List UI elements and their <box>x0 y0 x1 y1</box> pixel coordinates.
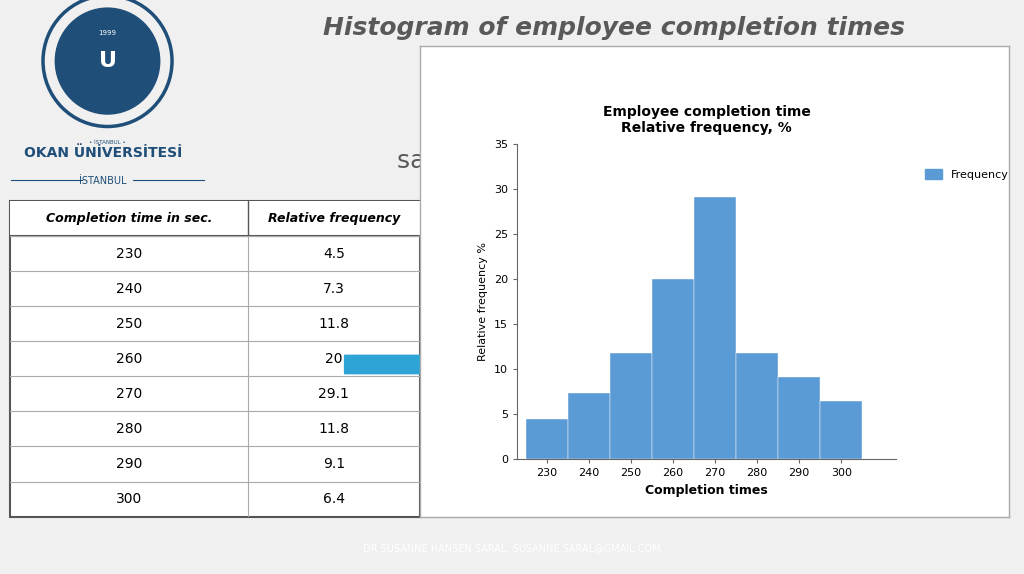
FancyArrow shape <box>344 348 451 381</box>
Legend: Frequency: Frequency <box>921 165 1013 184</box>
Bar <box>525 418 567 459</box>
Text: 1999: 1999 <box>98 30 117 36</box>
Text: DR SUSANNE HANSEN SARAL, SUSANNE.SARAL@GMAIL.COM: DR SUSANNE HANSEN SARAL, SUSANNE.SARAL@G… <box>364 543 660 553</box>
Bar <box>778 377 820 459</box>
Text: Relative frequency: Relative frequency <box>267 212 400 225</box>
Text: OKAN ÜNİVERSİTESİ: OKAN ÜNİVERSİTESİ <box>25 146 182 160</box>
Text: • İSTANBUL •: • İSTANBUL • <box>89 139 126 145</box>
Text: 29.1: 29.1 <box>318 387 349 401</box>
Bar <box>609 353 652 459</box>
Text: U: U <box>98 51 117 71</box>
Text: 300: 300 <box>116 492 142 506</box>
Bar <box>820 401 862 459</box>
Title: Employee completion time
Relative frequency, %: Employee completion time Relative freque… <box>602 105 811 135</box>
Text: 290: 290 <box>116 457 142 471</box>
Text: 280: 280 <box>116 422 142 436</box>
Text: Completion time in sec.: Completion time in sec. <box>46 212 212 225</box>
Text: 240: 240 <box>116 282 142 296</box>
Circle shape <box>54 7 161 115</box>
Text: 250: 250 <box>116 317 142 331</box>
Bar <box>567 393 609 459</box>
Text: Relative frequency: Relative frequency <box>482 80 746 104</box>
Bar <box>694 197 736 459</box>
Text: 260: 260 <box>116 352 142 366</box>
Text: 270: 270 <box>116 387 142 401</box>
Text: 20: 20 <box>325 352 343 366</box>
Text: 9.1: 9.1 <box>323 457 345 471</box>
Text: İSTANBUL: İSTANBUL <box>80 176 127 186</box>
Bar <box>10 201 420 236</box>
Text: 4.5: 4.5 <box>323 246 345 261</box>
Y-axis label: Relative frequency %: Relative frequency % <box>478 242 488 361</box>
Text: 7.3: 7.3 <box>323 282 345 296</box>
Text: 11.8: 11.8 <box>318 422 349 436</box>
Bar <box>736 353 778 459</box>
X-axis label: Completion times: Completion times <box>645 484 768 497</box>
Text: 230: 230 <box>116 246 142 261</box>
Text: Histogram of employee completion times: Histogram of employee completion times <box>324 16 905 40</box>
Text: 11.8: 11.8 <box>318 317 349 331</box>
Text: same graph as absolute frequency: same graph as absolute frequency <box>397 149 831 173</box>
Bar <box>652 279 694 459</box>
Text: 6.4: 6.4 <box>323 492 345 506</box>
